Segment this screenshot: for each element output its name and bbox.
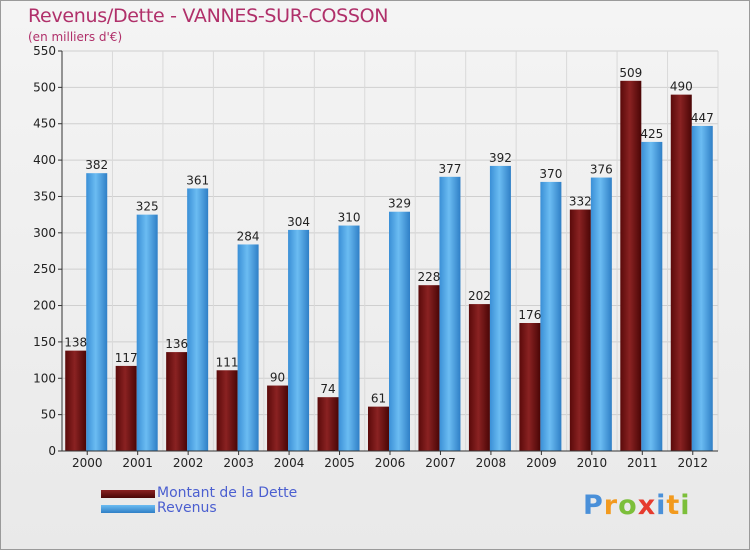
bar-debt-2004	[267, 385, 289, 451]
data-label-revenue-2009: 370	[539, 167, 562, 181]
bar-revenue-2007	[439, 176, 461, 451]
data-label-revenue-2005: 310	[338, 211, 361, 225]
bar-debt-2008	[468, 304, 490, 451]
logo-letter: x	[637, 490, 657, 521]
y-tick-label: 450	[33, 117, 56, 131]
data-label-debt-2004: 90	[270, 371, 285, 385]
data-label-revenue-2007: 377	[439, 162, 462, 176]
data-label-debt-2007: 228	[418, 270, 441, 284]
bar-debt-2012	[670, 94, 692, 452]
proxiti-logo: Proxiti	[583, 490, 691, 521]
bar-revenue-2010	[590, 177, 612, 451]
y-tick-label: 350	[33, 189, 56, 203]
y-tick-label: 250	[33, 262, 56, 276]
data-label-debt-2003: 111	[216, 355, 239, 369]
bars-layer	[65, 80, 713, 452]
bar-debt-2006	[368, 406, 389, 451]
data-label-debt-2001: 117	[115, 351, 138, 365]
legend-swatch-debt	[101, 490, 155, 498]
data-label-revenue-2002: 361	[186, 173, 209, 187]
y-tick-label: 50	[41, 408, 56, 422]
x-tick-label: 2001	[122, 456, 153, 470]
bar-debt-2000	[65, 350, 87, 451]
data-label-revenue-2001: 325	[136, 200, 159, 214]
data-label-revenue-2008: 392	[489, 151, 512, 165]
x-tick-label: 2000	[72, 456, 103, 470]
logo-letter: P	[583, 490, 604, 521]
bar-revenue-2006	[389, 211, 410, 451]
x-tick-label: 2008	[476, 456, 507, 470]
logo-letter: o	[618, 490, 638, 521]
x-tick-label: 2010	[577, 456, 608, 470]
bar-revenue-2002	[187, 188, 209, 452]
bar-debt-2005	[317, 397, 339, 451]
data-label-debt-2012: 490	[670, 80, 693, 94]
data-label-debt-2002: 136	[165, 337, 188, 351]
x-tick-label: 2003	[223, 456, 254, 470]
x-tick-label: 2012	[677, 456, 708, 470]
data-label-debt-2010: 332	[569, 195, 592, 209]
data-label-debt-2008: 202	[468, 289, 491, 303]
labels-layer: 138 382 117 325 136 361 111 284 90 304 74 310 61 329 2…	[64, 66, 713, 406]
x-tick-label: 2004	[274, 456, 305, 470]
logo-letter: i	[656, 490, 667, 521]
data-label-revenue-2011: 425	[640, 127, 663, 141]
legend-label-debt: Montant de la Dette	[157, 485, 298, 501]
data-label-revenue-2010: 376	[590, 163, 613, 177]
y-tick-label: 500	[33, 80, 56, 94]
legend-label-revenue: Revenus	[157, 500, 217, 516]
bar-debt-2003	[216, 370, 238, 451]
bar-revenue-2009	[540, 181, 562, 451]
bar-debt-2002	[166, 352, 188, 451]
x-tick-label: 2006	[375, 456, 406, 470]
bar-debt-2001	[115, 365, 137, 451]
y-tick-label: 300	[33, 226, 56, 240]
x-tick-label: 2002	[173, 456, 204, 470]
axis-layer: 0 50 100 150 200 250 300 350 400 450 500 550 2000 200…	[33, 44, 718, 470]
bar-debt-2007	[418, 285, 440, 451]
bar-revenue-2001	[136, 214, 158, 451]
x-tick-label: 2007	[425, 456, 456, 470]
data-label-revenue-2000: 382	[85, 158, 108, 172]
data-label-revenue-2004: 304	[287, 215, 310, 229]
y-tick-label: 400	[33, 153, 56, 167]
data-label-debt-2009: 176	[518, 308, 541, 322]
bar-debt-2009	[519, 323, 541, 451]
y-tick-label: 200	[33, 299, 56, 313]
x-tick-label: 2011	[627, 456, 658, 470]
data-label-revenue-2003: 284	[237, 229, 260, 243]
bar-revenue-2008	[489, 165, 511, 451]
data-label-revenue-2006: 329	[388, 197, 411, 211]
data-label-debt-2011: 509	[619, 66, 642, 80]
y-tick-label: 100	[33, 371, 56, 385]
logo-letter: i	[680, 490, 691, 521]
x-tick-label: 2005	[324, 456, 355, 470]
bar-revenue-2000	[86, 173, 108, 451]
chart-title: Revenus/Dette - VANNES-SUR-COSSON	[28, 5, 389, 27]
data-label-debt-2000: 138	[64, 336, 87, 350]
bar-revenue-2012	[691, 125, 713, 451]
x-tick-label: 2009	[526, 456, 557, 470]
bar-revenue-2011	[641, 141, 663, 451]
data-label-debt-2005: 74	[320, 382, 335, 396]
data-label-revenue-2012: 447	[691, 111, 714, 125]
bar-revenue-2005	[338, 225, 360, 451]
chart-subtitle: (en milliers d'€)	[28, 30, 123, 44]
bar-debt-2011	[620, 80, 642, 452]
bar-revenue-2003	[237, 244, 259, 451]
y-tick-label: 550	[33, 44, 56, 58]
legend-swatch-revenue	[101, 505, 155, 513]
y-tick-label: 0	[48, 444, 56, 458]
y-tick-label: 150	[33, 335, 56, 349]
data-label-debt-2006: 61	[371, 392, 386, 406]
bar-revenue-2004	[288, 229, 310, 451]
logo-letter: t	[666, 490, 681, 521]
bar-debt-2010	[569, 209, 591, 451]
logo-letter: r	[603, 490, 619, 521]
